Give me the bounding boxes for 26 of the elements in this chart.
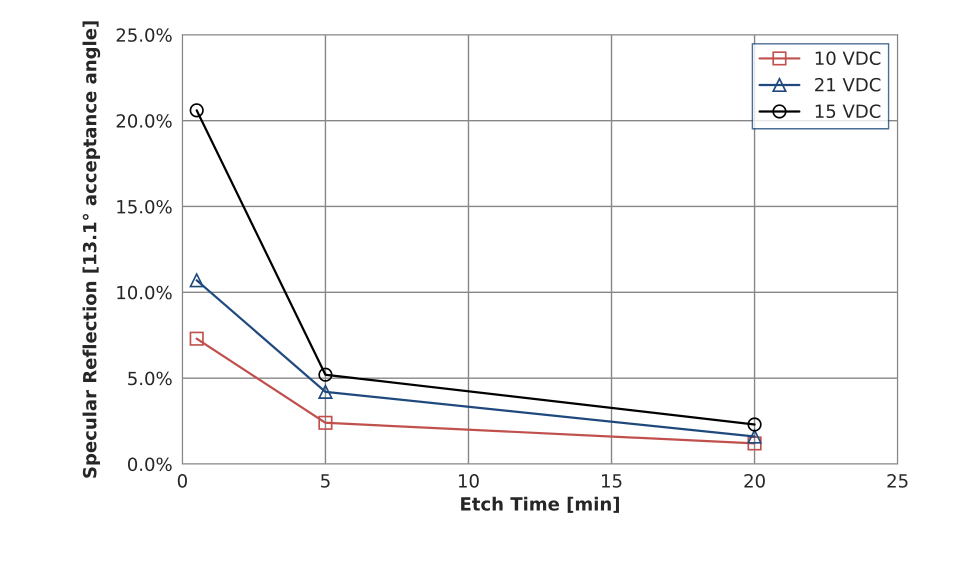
legend-label: 15 VDC <box>816 104 880 118</box>
x-tick-label: 10 <box>458 474 479 488</box>
y-tick-label: 25.0% <box>116 28 172 42</box>
point <box>190 273 204 288</box>
x-axis-title: Etch Time [min] <box>461 496 619 513</box>
point <box>747 429 762 444</box>
point <box>747 436 762 450</box>
y-tick-label: 10.0% <box>117 286 172 300</box>
x-tick-label: 15 <box>602 474 622 488</box>
legend-label: 10 VDC <box>816 51 880 66</box>
x-tick-label: 0 <box>178 474 187 488</box>
y-axis-title: Specular Reflection [13.1° acceptance angle] <box>82 21 100 478</box>
y-tick-label: 0.0% <box>128 457 172 472</box>
point <box>190 332 204 346</box>
x-tick-label: 5 <box>321 474 330 488</box>
y-tick-label: 5.0% <box>128 372 172 386</box>
x-tick-label: 20 <box>744 474 765 488</box>
point <box>318 368 333 382</box>
legend-label: 21 VDC <box>815 78 880 92</box>
point <box>190 103 204 118</box>
point <box>318 416 333 430</box>
point <box>318 384 333 399</box>
y-tick-label: 20.0% <box>116 114 172 128</box>
y-tick-label: 15.0% <box>117 200 172 214</box>
point <box>747 417 762 432</box>
x-tick-label: 25 <box>887 474 908 488</box>
